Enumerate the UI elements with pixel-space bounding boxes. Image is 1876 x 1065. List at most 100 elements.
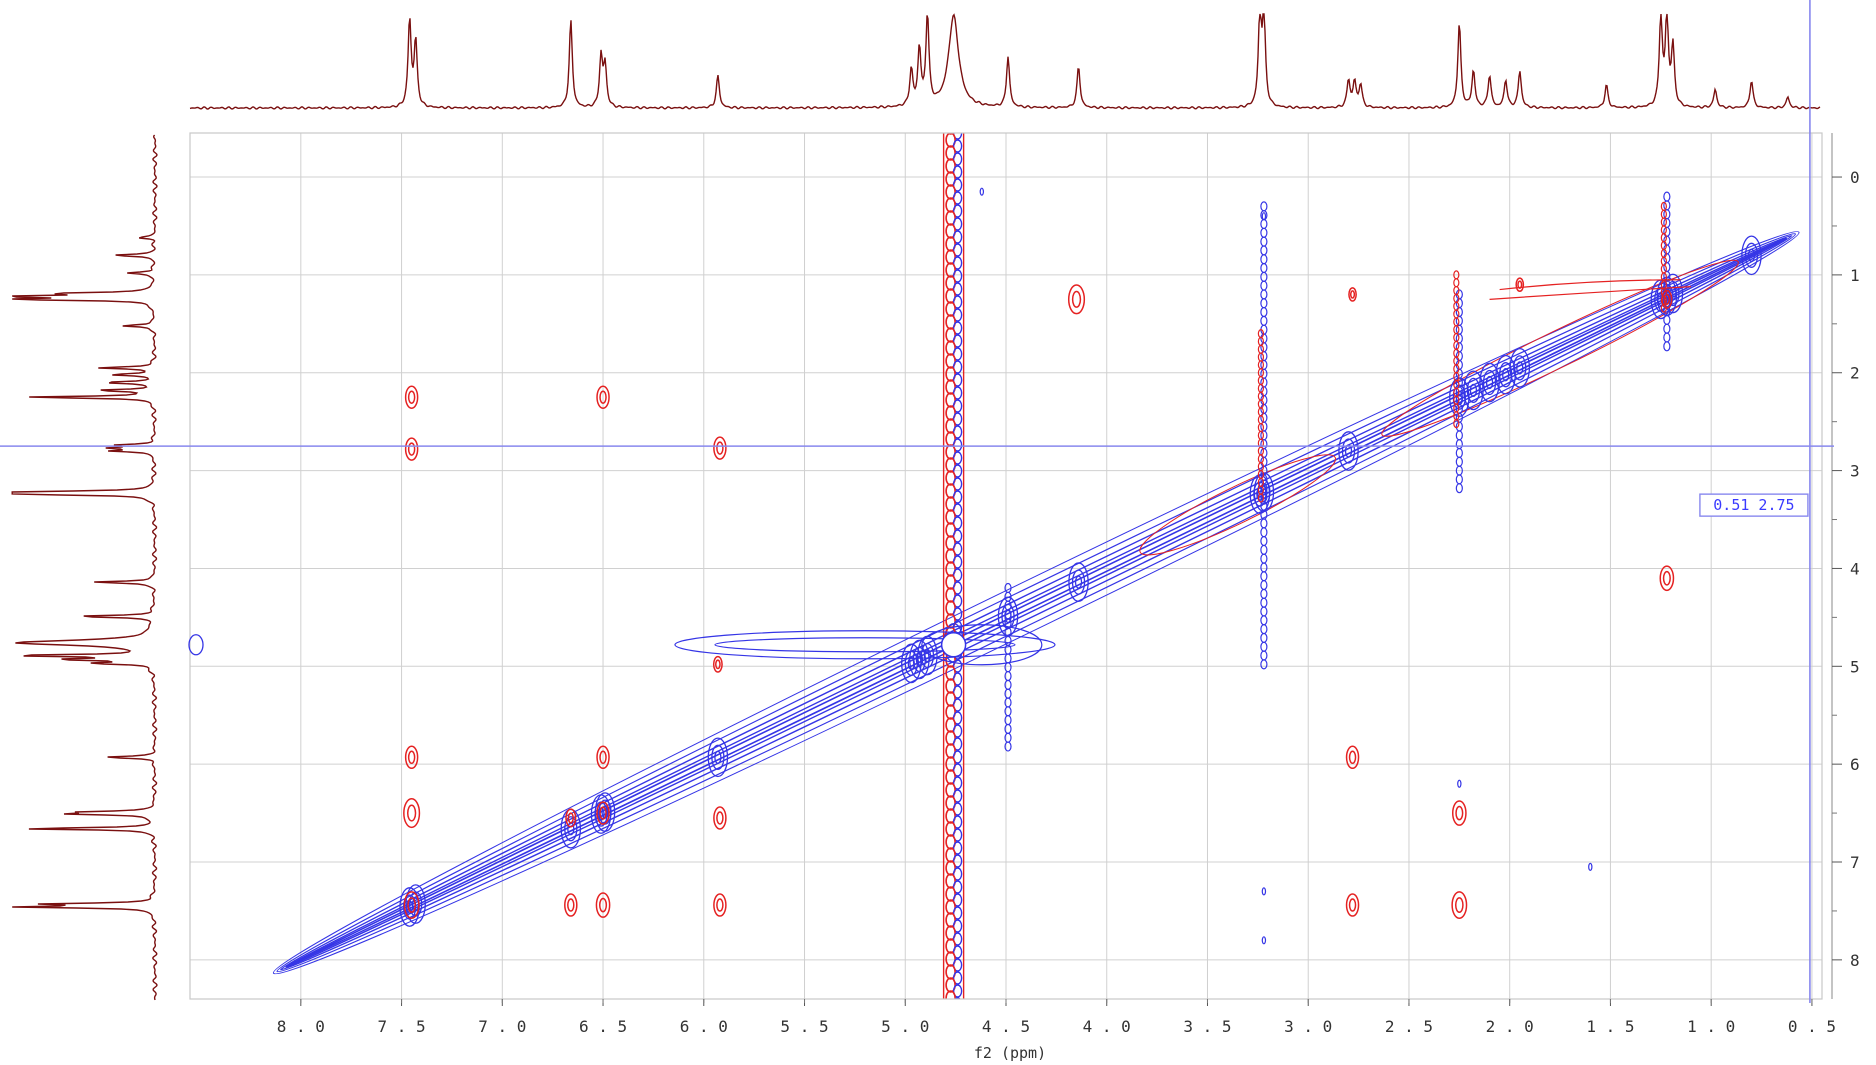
cross-peak — [596, 745, 610, 770]
solvent-stripe-contour — [945, 808, 956, 824]
y-tick-label: 0 — [1850, 168, 1860, 187]
solvent-stripe-contour — [952, 191, 963, 205]
y-tick-label: 6 — [1850, 755, 1860, 774]
f2-projection-trace — [189, 13, 1821, 110]
diagonal-peak-contour — [707, 737, 729, 778]
cross-peak — [1451, 800, 1467, 826]
diagonal-peak-contour — [1509, 347, 1531, 388]
solvent-stripe-contour — [952, 776, 963, 790]
axes: 8 . 0 7 . 5 7 . 0 6 . 5 6 . 0 5 . 5 5 . 0 4 . 5… — [277, 133, 1860, 1036]
solvent-stripe-contour — [952, 399, 963, 413]
diagonal-peak-contour — [1469, 383, 1478, 398]
solvent-stripe-contour — [952, 789, 963, 803]
x-tick-label: 5 . 0 — [881, 1017, 929, 1036]
solvent-stripe-contour — [952, 945, 963, 959]
solvent-stripe-contour — [952, 438, 963, 452]
solvent-stripe-contour — [945, 444, 956, 460]
cross-peak — [596, 385, 610, 409]
solvent-stripe-contour — [945, 340, 956, 356]
cross-peak-inner — [1348, 750, 1357, 765]
solvent-stripe-contour — [952, 295, 963, 309]
cross-peak-inner — [598, 897, 608, 913]
cursor-readout-box — [1699, 493, 1809, 517]
t1-noise-streak — [1257, 493, 1264, 503]
noise-dot — [1261, 212, 1267, 221]
cross-peak-inner — [715, 659, 721, 670]
noise-dot — [1261, 887, 1267, 896]
solvent-stripe-contour — [945, 133, 956, 148]
solvent-stripe-contour — [945, 899, 956, 915]
diagonal-peak-contour — [1516, 361, 1524, 375]
diagonal-peak-contour — [1499, 362, 1513, 388]
solvent-stripe-contour — [945, 574, 956, 590]
x-tick-label: 4 . 0 — [1083, 1017, 1131, 1036]
diagonal-peak-contour — [1485, 375, 1494, 390]
solvent-stripe-contour — [945, 730, 956, 746]
solvent-stripe-contour — [952, 737, 963, 751]
solvent-stripe-contour — [945, 925, 956, 941]
cross-peak — [1345, 893, 1360, 917]
solvent-stripe-contour — [945, 327, 956, 343]
cross-peak-inner — [407, 390, 416, 404]
grid — [190, 133, 1822, 999]
solvent-stripe-contour — [952, 698, 963, 712]
cross-peak-inner — [1071, 290, 1082, 308]
solvent-stripe-contour — [952, 360, 963, 374]
solvent-stripe-contour — [952, 451, 963, 465]
solvent-stripe-contour — [952, 568, 963, 582]
solvent-stripe-contour — [952, 750, 963, 764]
cross-peak — [404, 745, 419, 770]
diagonal-peak-contour — [1502, 368, 1510, 382]
solvent-stripe-contour — [952, 464, 963, 478]
solvent-stripe-contour — [952, 971, 963, 985]
solvent-stripe-contour — [945, 366, 956, 382]
solvent-stripe-contour — [952, 815, 963, 829]
solvent-stripe-contour — [945, 223, 956, 239]
solvent-stripe-contour — [945, 509, 956, 525]
f1-projection-trace — [11, 134, 204, 1001]
x-tick-label: 8 . 0 — [277, 1017, 325, 1036]
solvent-stripe-contour — [952, 490, 963, 504]
solvent-stripe-contour — [945, 210, 956, 226]
solvent-stripe-contour — [952, 386, 963, 400]
noise-dot — [1457, 779, 1462, 788]
diagonal-peak-contour — [714, 750, 722, 764]
cross-peak — [596, 801, 610, 825]
solvent-stripe-contour — [952, 828, 963, 842]
solvent-stripe-contour — [945, 275, 956, 291]
x-tick-label: 0 . 5 — [1788, 1017, 1836, 1036]
solvent-stripe-contour — [952, 672, 963, 686]
contour-plot[interactable] — [263, 120, 1809, 1010]
solvent-stripe-contour — [952, 334, 963, 348]
solvent-stripe-contour — [945, 938, 956, 954]
solvent-stripe-contour — [945, 691, 956, 707]
solvent-smear — [714, 637, 1016, 653]
cross-peak — [713, 893, 727, 917]
cross-peak-inner — [1663, 293, 1671, 305]
cross-peak — [713, 806, 727, 830]
solvent-stripe-contour — [952, 802, 963, 816]
solvent-stripe-contour — [952, 893, 963, 907]
cross-peak — [1348, 287, 1357, 302]
solvent-stripe-contour — [952, 711, 963, 725]
solvent-stripe-contour — [945, 912, 956, 928]
diagonal-contour — [276, 233, 1797, 973]
diagonal-peak-contour — [564, 816, 578, 842]
diagonal-peak-contour — [1074, 575, 1083, 589]
solvent-stripe-contour — [952, 133, 963, 140]
cross-peak-inner — [599, 390, 607, 404]
crosshair-cursor[interactable]: 0.51 2.75 — [0, 0, 1834, 1003]
cross-peak — [1345, 745, 1360, 770]
cross-peak — [712, 655, 723, 673]
solvent-stripe-contour — [952, 841, 963, 855]
cross-peak — [1659, 565, 1675, 592]
solvent-stripe-contour — [945, 145, 956, 161]
red-ridge — [1489, 286, 1692, 300]
solvent-stripe-contour — [945, 496, 956, 512]
solvent-stripe-contour — [945, 860, 956, 876]
diagonal-peak-contour — [594, 792, 616, 832]
cross-peak — [1451, 891, 1468, 920]
